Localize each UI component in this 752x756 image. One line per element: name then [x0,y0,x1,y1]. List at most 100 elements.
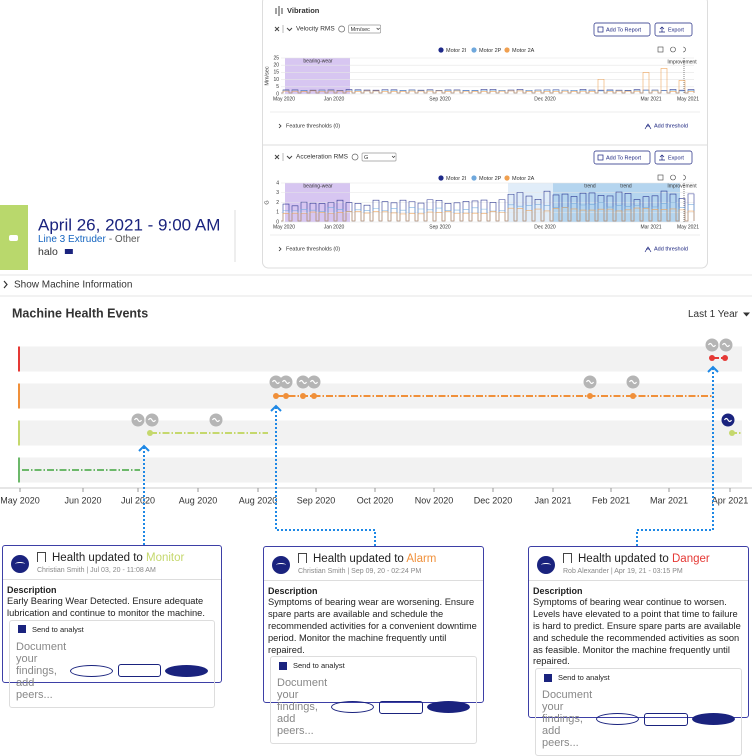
event-dot[interactable] [729,430,735,436]
attach-icon[interactable] [379,700,423,714]
comment-placeholder: Document your findings, add peers... [542,689,593,750]
legend-swatch [438,47,444,53]
x-tick-label: Aug 2020 [239,495,278,505]
x-tick-label: May 2020 [273,96,295,102]
description-label: Description [7,585,57,595]
checkbox[interactable] [279,661,287,670]
vibration-title: Vibration [287,6,320,15]
event-dot[interactable] [709,355,715,361]
machine-link[interactable]: Line 3 Extruder [38,234,106,245]
close-icon[interactable] [274,154,280,160]
card-meta: Christian Smith | Sep 09, 20 - 02:24 PM [298,568,422,575]
comment-placeholder: Document your findings, add peers... [16,640,67,701]
expand-chevron[interactable] [278,246,282,252]
range-select[interactable]: Last 1 Year [688,309,739,320]
add-report-button[interactable] [593,150,651,165]
event-dot[interactable] [147,430,153,436]
event-icon-glyph [721,342,731,348]
send-row: Send to analyst [10,621,214,638]
description: Early Bearing Wear Detected. Ensure adeq… [7,596,205,618]
add-report-button[interactable] [593,22,651,37]
submit-icon[interactable] [691,713,735,726]
print-icon[interactable] [657,174,664,181]
show-machine-info[interactable]: Show Machine Information [14,280,132,291]
card-heading: Health updated to Danger [563,553,710,565]
expand-chevron[interactable] [278,123,282,129]
collapse-icon[interactable] [286,27,293,32]
export-button[interactable] [654,22,693,37]
header-text: Health updated to Alarm Christian Smith |… [298,553,436,575]
close-icon[interactable] [274,26,280,32]
x-tick-label: May 2021 [677,96,699,102]
y-axis-label: Mm/sec [264,66,270,86]
x-tick-label: Apr 2021 [712,495,749,505]
mention-icon[interactable] [331,701,375,714]
event-dot[interactable] [587,393,593,399]
legend-label: Motor 2P [479,176,502,182]
zoom-icon[interactable] [670,46,676,53]
export-label: Export [668,27,684,33]
export-label: Export [668,155,684,161]
event-dot[interactable] [283,393,289,399]
header-text: Health updated to Monitor Christian Smith… [37,552,184,574]
status-icon [272,556,290,574]
card-header: Health updated to Monitor Christian Smith… [3,546,221,580]
event-icon-glyph [298,379,308,385]
reset-icon[interactable] [682,174,686,181]
send-label: Send to analyst [293,661,345,671]
checkbox[interactable] [18,625,26,634]
x-tick-label: Sep 2020 [429,224,451,230]
legend-swatch [438,175,444,181]
y-tick-label: 0 [276,219,279,225]
reset-icon[interactable] [682,46,686,53]
select-caret [391,155,396,158]
legend-swatch [471,175,477,181]
annotation-band [285,58,350,94]
add-threshold[interactable]: Add threshold [654,123,688,129]
event-icon-glyph [585,379,595,385]
checkbox[interactable] [544,673,552,682]
status-icon [537,556,555,574]
event-dot[interactable] [273,393,279,399]
submit-icon[interactable] [165,664,208,677]
y-tick-label: 3 [276,190,279,196]
attach-icon[interactable] [118,664,162,678]
zoom-icon[interactable] [670,174,676,181]
x-tick-label: Feb 2021 [592,495,630,505]
heading-text: Health updated to [313,553,404,565]
mention-icon[interactable] [596,713,640,726]
y-tick-label: 5 [276,84,279,90]
annotation-label: Improvement [667,59,697,65]
connector-arrow [707,365,719,373]
event-dot[interactable] [722,355,728,361]
comment-input[interactable]: Document your findings, add peers... [10,638,214,707]
export-button[interactable] [654,150,693,165]
user-icon [64,249,73,254]
mention-icon[interactable] [70,664,114,677]
attach-icon[interactable] [644,712,688,726]
vibration-icon [275,6,283,16]
event-icon-glyph [628,379,638,385]
comment-input[interactable]: Document your findings, add peers... [271,674,476,743]
event-dot[interactable] [300,393,306,399]
legend-swatch [471,47,477,53]
legend-swatch [504,47,510,53]
unit-select[interactable] [348,24,382,34]
annotation-label: Improvement [667,183,697,189]
connector [636,368,714,546]
show-chevron[interactable] [3,280,8,289]
collapse-icon[interactable] [286,155,293,160]
add-report-label: Add To Report [606,155,642,161]
event-icon-glyph [211,417,221,423]
event-dot[interactable] [311,393,317,399]
send-box: Send to analyst Document your findings, a… [9,619,215,708]
add-report-label: Add To Report [606,27,642,33]
submit-icon[interactable] [426,701,470,714]
legend-label: Motor 2P [479,48,502,54]
unit-select[interactable] [361,152,397,162]
print-icon[interactable] [657,46,664,53]
event-dot[interactable] [630,393,636,399]
comment-input[interactable]: Document your findings, add peers... [536,686,741,755]
add-threshold[interactable]: Add threshold [654,246,688,252]
legend-swatch [504,175,510,181]
